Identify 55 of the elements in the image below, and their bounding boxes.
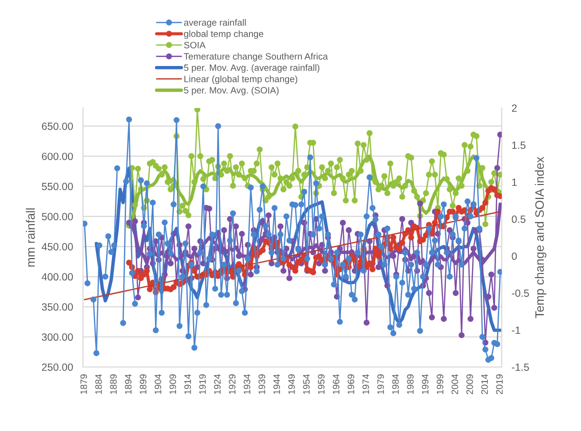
legend-label: 5 per. Mov. Avg. (average rainfall) [184,64,320,73]
x-tick-label: 1984 [392,374,399,394]
y2-tick-label: -1 [512,326,520,334]
y-tick-label: 500.00 [42,212,73,220]
x-tick-label: 1924 [214,374,221,394]
x-tick-label: 1904 [154,374,162,394]
legend-label: 5 per. Mov. Avg. (SOIA) [184,86,279,96]
x-tick-label: 1954 [303,374,310,394]
x-tick-label: 2004 [452,374,458,394]
x-tick-label: 1934 [244,374,250,394]
x-tick-label: 1974 [362,374,370,394]
x-tick-label: 1959 [318,374,325,394]
legend-label: global temp change [184,30,264,39]
x-tick-label: 1944 [273,374,280,394]
y-axis-title: mm rainfall [26,208,35,267]
x-tick-label: 1999 [436,374,444,394]
x-tick-label: 1909 [169,374,176,394]
x-tick-label: 1929 [228,374,236,394]
legend-label: Linear (global temp change) [184,75,298,84]
y-tick-label: 550.00 [42,182,73,190]
x-tick-label: 1879 [80,374,88,394]
y2-tick-label: -1.5 [512,364,529,371]
y2-axis-title: Temp change and SOIA index [534,156,546,318]
y-tick-label: 650.00 [42,122,73,130]
y-tick-label: 600.00 [42,152,73,160]
x-tick-label: 1969 [348,374,354,394]
legend-label: average rainfall [184,19,246,28]
x-tick-label: 1994 [422,374,428,394]
x-tick-label: 2014 [481,374,488,394]
x-tick-label: 2019 [496,374,503,394]
x-tick-label: 1989 [407,374,414,394]
y-tick-label: 400.00 [42,273,73,281]
y-tick-label: 350.00 [42,303,73,311]
x-tick-label: 1914 [184,374,191,394]
y-tick-label: 250.00 [42,363,73,371]
x-tick-label: 1919 [199,374,206,394]
x-tick-label: 1964 [332,374,340,394]
y2-tick-label: 1.5 [512,142,526,149]
x-tick-label: 2009 [466,374,474,394]
y-tick-label: 300.00 [42,333,73,341]
x-tick-label: 1894 [124,374,132,394]
y2-tick-label: 0 [512,252,517,260]
x-tick-label: 1899 [140,374,146,394]
y-tick-label: 450.00 [42,243,73,250]
y2-tick-label: 1 [512,178,517,186]
x-tick-label: 1979 [377,374,384,394]
y2-tick-label: 0.5 [512,216,526,223]
legend-label: SOIA [184,42,206,48]
y2-tick-label: -0.5 [512,290,529,297]
x-tick-label: 1889 [110,374,117,394]
x-tick-label: 1884 [95,374,102,394]
x-tick-label: 1939 [258,374,266,394]
x-tick-label: 1949 [288,374,295,394]
y2-tick-label: 2 [512,104,517,112]
legend-label: Temerature change Southern Africa [184,52,328,62]
